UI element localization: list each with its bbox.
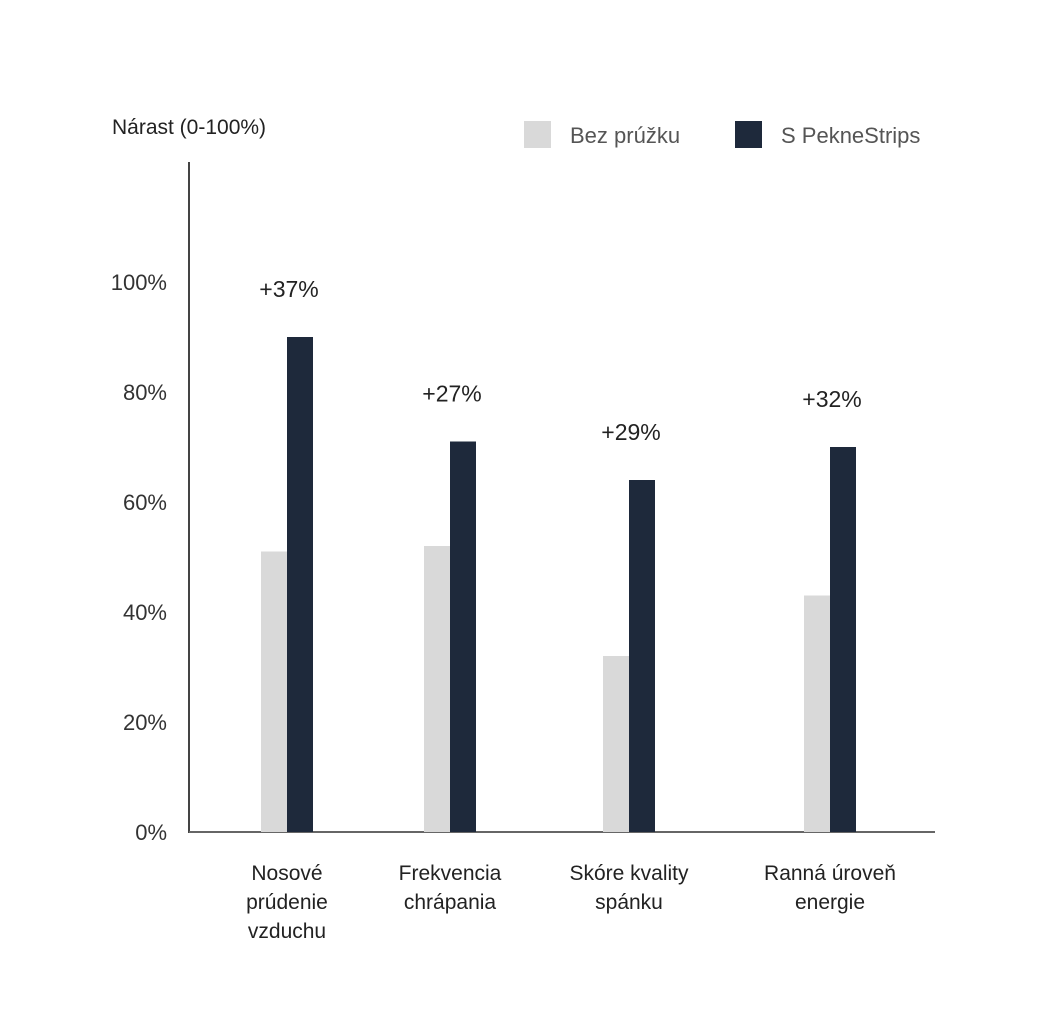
bar-s-peknestrips <box>629 480 655 832</box>
y-tick-label: 20% <box>123 710 167 735</box>
bar-bez-pruzku <box>424 546 450 832</box>
bar-s-peknestrips <box>450 441 476 832</box>
bar-bez-pruzku <box>261 551 287 832</box>
x-tick-label: vzduchu <box>248 920 326 943</box>
legend-label-bez-pruzku: Bez prúžku <box>570 123 680 148</box>
x-tick-label: Frekvencia <box>399 862 502 885</box>
x-tick-label: energie <box>795 891 865 914</box>
bar-bez-pruzku <box>603 656 629 832</box>
legend-swatch-bez-pruzku <box>524 121 551 148</box>
x-tick-label: chrápania <box>404 891 497 914</box>
bar-s-peknestrips <box>830 447 856 832</box>
y-tick-label: 100% <box>111 270 167 295</box>
bar-annotation: +27% <box>422 381 481 407</box>
y-axis-title: Nárast (0-100%) <box>112 116 266 139</box>
y-tick-label: 0% <box>135 820 167 845</box>
x-tick-label: Skóre kvality <box>569 862 689 885</box>
x-tick-label: Nosové <box>251 862 322 885</box>
bar-annotation: +37% <box>259 276 318 302</box>
legend-swatch-s-peknestrips <box>735 121 762 148</box>
bar-s-peknestrips <box>287 337 313 832</box>
y-tick-label: 80% <box>123 380 167 405</box>
y-tick-label: 60% <box>123 490 167 515</box>
bar-annotation: +29% <box>601 419 660 445</box>
bar-annotation: +32% <box>802 386 861 412</box>
y-tick-label: 40% <box>123 600 167 625</box>
x-tick-label: spánku <box>595 891 663 914</box>
x-tick-label: Ranná úroveň <box>764 862 896 885</box>
legend-label-s-peknestrips: S PekneStrips <box>781 123 920 148</box>
x-tick-label: prúdenie <box>246 891 328 914</box>
legend: Bez prúžku S PekneStrips <box>524 121 920 148</box>
bar-bez-pruzku <box>804 595 830 832</box>
